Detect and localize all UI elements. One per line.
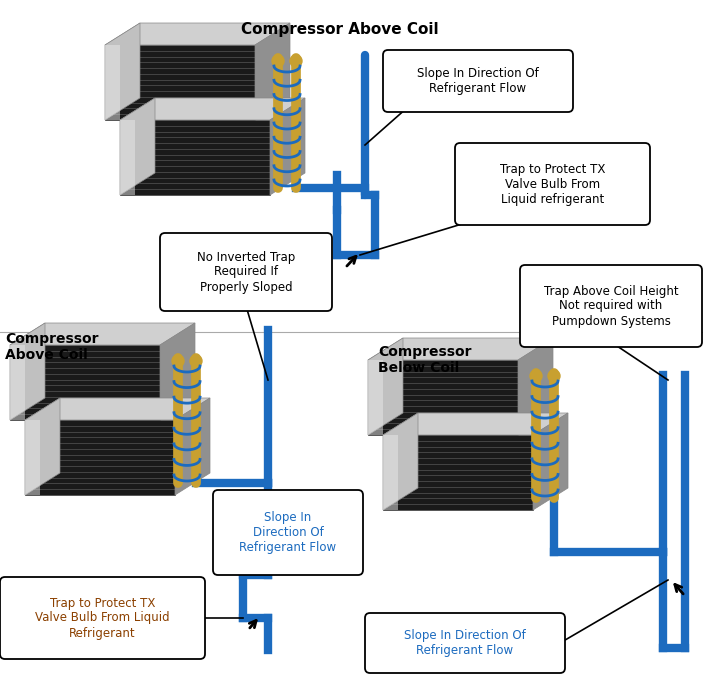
FancyBboxPatch shape: [0, 577, 205, 659]
Polygon shape: [368, 338, 553, 360]
FancyBboxPatch shape: [383, 50, 573, 112]
Text: Slope In Direction Of
Refrigerant Flow: Slope In Direction Of Refrigerant Flow: [404, 629, 526, 657]
Polygon shape: [270, 98, 305, 195]
Polygon shape: [105, 23, 290, 45]
Polygon shape: [368, 338, 403, 435]
Polygon shape: [533, 413, 568, 510]
Polygon shape: [160, 323, 195, 420]
Text: Trap to Protect TX
Valve Bulb From
Liquid refrigerant: Trap to Protect TX Valve Bulb From Liqui…: [500, 163, 605, 205]
Text: No Inverted Trap
Required If
Properly Sloped: No Inverted Trap Required If Properly Sl…: [197, 251, 295, 293]
Polygon shape: [120, 120, 135, 195]
Circle shape: [290, 55, 302, 67]
Polygon shape: [10, 323, 195, 345]
Polygon shape: [255, 23, 290, 120]
Circle shape: [190, 355, 202, 367]
Polygon shape: [10, 345, 160, 420]
Polygon shape: [10, 323, 45, 420]
Polygon shape: [383, 435, 398, 510]
Text: Trap Above Coil Height
Not required with
Pumpdown Systems: Trap Above Coil Height Not required with…: [543, 285, 678, 327]
Text: Slope In
Direction Of
Refrigerant Flow: Slope In Direction Of Refrigerant Flow: [240, 511, 337, 554]
Polygon shape: [120, 120, 270, 195]
Polygon shape: [175, 398, 210, 495]
Polygon shape: [105, 45, 120, 120]
FancyBboxPatch shape: [520, 265, 702, 347]
Text: Compressor Above Coil: Compressor Above Coil: [241, 22, 439, 37]
Polygon shape: [105, 23, 140, 120]
FancyBboxPatch shape: [365, 613, 565, 673]
Polygon shape: [368, 360, 383, 435]
Polygon shape: [25, 398, 60, 495]
Text: Slope In Direction Of
Refrigerant Flow: Slope In Direction Of Refrigerant Flow: [417, 67, 539, 95]
Polygon shape: [383, 413, 418, 510]
Polygon shape: [120, 98, 305, 120]
Circle shape: [172, 355, 184, 367]
Circle shape: [548, 370, 560, 382]
Polygon shape: [518, 338, 553, 435]
Polygon shape: [383, 413, 568, 435]
Text: Compressor
Above Coil: Compressor Above Coil: [5, 332, 98, 362]
Circle shape: [272, 55, 284, 67]
Polygon shape: [25, 420, 40, 495]
Polygon shape: [25, 420, 175, 495]
FancyBboxPatch shape: [160, 233, 332, 311]
FancyBboxPatch shape: [213, 490, 363, 575]
FancyBboxPatch shape: [455, 143, 650, 225]
Polygon shape: [383, 435, 533, 510]
Polygon shape: [368, 360, 518, 435]
Polygon shape: [10, 345, 25, 420]
Text: Trap to Protect TX
Valve Bulb From Liquid
Refrigerant: Trap to Protect TX Valve Bulb From Liqui…: [35, 597, 170, 639]
Polygon shape: [120, 98, 155, 195]
Circle shape: [530, 370, 542, 382]
Polygon shape: [25, 398, 210, 420]
Text: Compressor
Below Coil: Compressor Below Coil: [378, 345, 472, 376]
Polygon shape: [105, 45, 255, 120]
